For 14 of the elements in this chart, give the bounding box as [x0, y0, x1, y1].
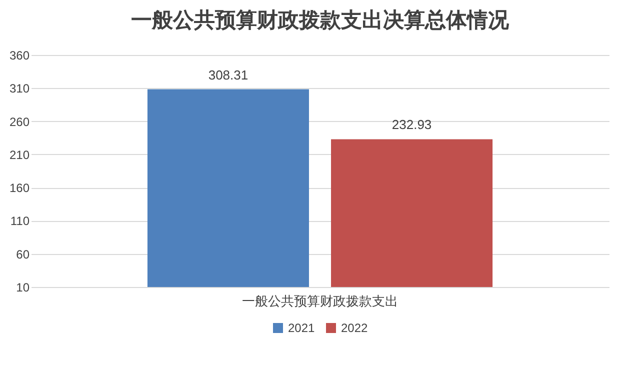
y-tick-label: 10	[16, 280, 30, 294]
y-tick-label: 260	[9, 114, 30, 129]
legend-label: 2021	[288, 321, 316, 335]
legend-label: 2022	[341, 321, 368, 335]
data-label: 308.31	[208, 67, 248, 82]
data-label: 232.93	[392, 117, 432, 132]
y-tick-label: 310	[9, 82, 30, 96]
y-tick-label: 360	[9, 48, 30, 62]
y-tick-label: 60	[16, 247, 30, 262]
y-tick-label: 110	[10, 214, 30, 228]
x-tick-label: 一般公共预算财政拨款支出	[242, 294, 398, 308]
y-tick-label: 210	[9, 148, 30, 162]
chart-title: 一般公共预算财政拨款支出决算总体情况	[131, 8, 510, 32]
y-tick-label: 160	[9, 181, 30, 196]
